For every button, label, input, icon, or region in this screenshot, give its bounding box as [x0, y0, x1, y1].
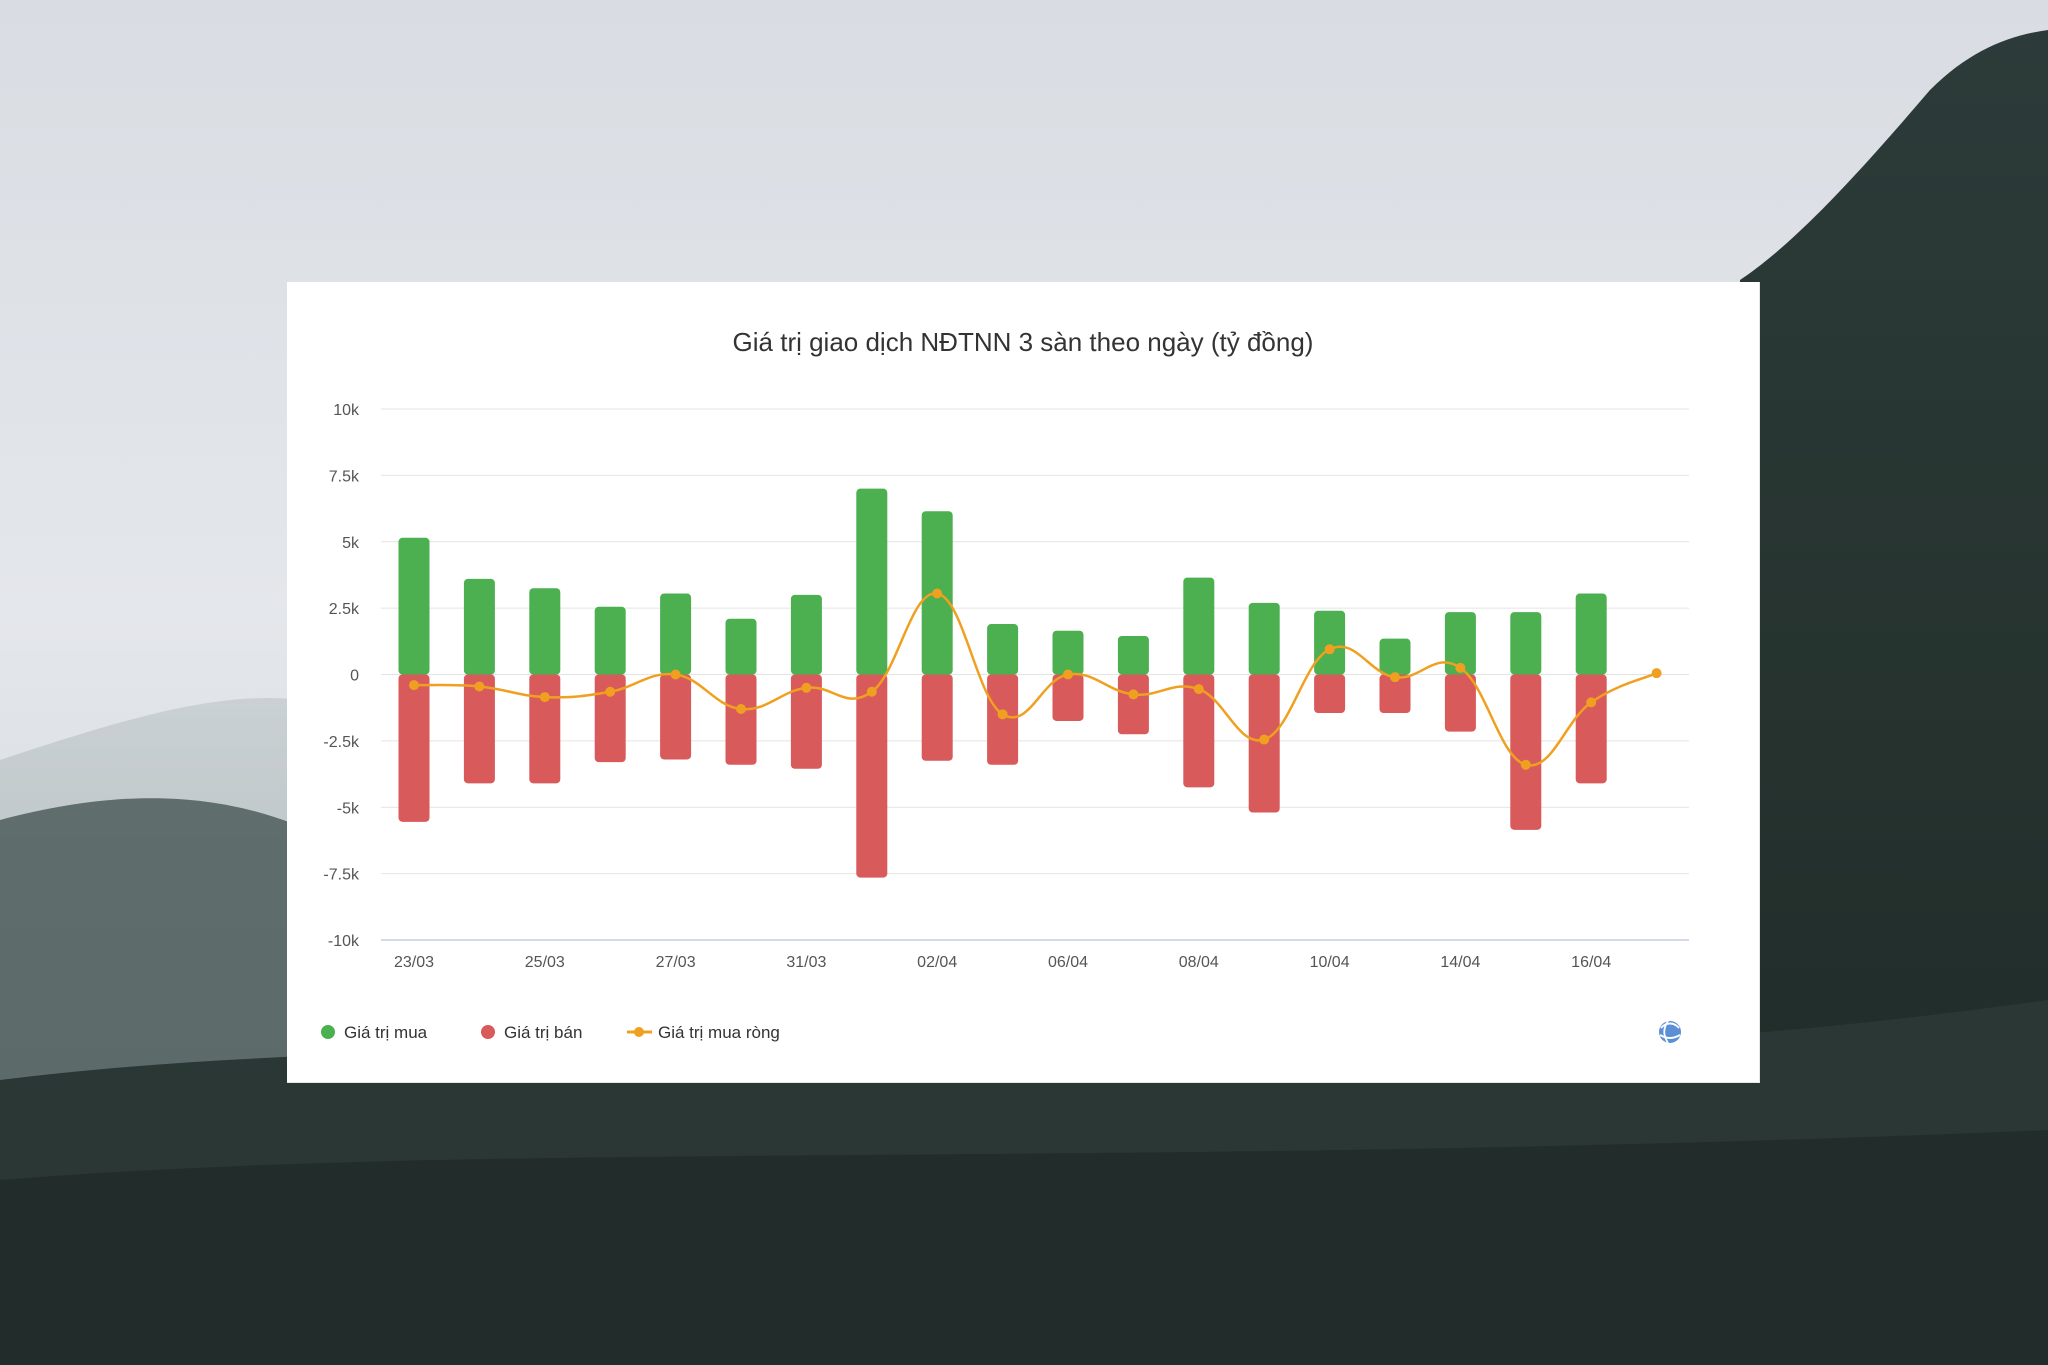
net-point — [1390, 672, 1400, 683]
bar-sell — [1575, 674, 1607, 784]
net-point — [539, 692, 550, 703]
net-point — [801, 682, 812, 693]
bar-buy — [594, 606, 626, 675]
legend-label-buy: Giá trị mua — [344, 1023, 428, 1042]
legend-marker-buy — [321, 1025, 335, 1039]
bar-buy — [398, 537, 430, 675]
legend-label-sell: Giá trị bán — [504, 1023, 582, 1042]
legend-marker-net-dot — [634, 1027, 644, 1037]
bar-sell — [987, 674, 1019, 765]
net-point — [474, 681, 485, 692]
bar-sell — [594, 674, 626, 763]
legend-marker-sell — [481, 1025, 495, 1039]
x-tick-label: 10/04 — [1310, 954, 1350, 971]
net-point — [1455, 662, 1466, 673]
bar-sell — [790, 674, 822, 769]
bar-buy — [1248, 602, 1280, 675]
y-tick-label: -2.5k — [323, 734, 360, 751]
bar-buy — [529, 588, 561, 675]
net-point — [932, 588, 943, 599]
bar-buy — [1314, 610, 1346, 675]
bar-sell — [1052, 674, 1084, 721]
net-point — [1324, 644, 1335, 655]
y-axis-ticks: 10k 7.5k 5k 2.5k 0 -2.5k -5k -7.5k -10k — [323, 402, 360, 950]
grid-lines — [381, 408, 1689, 941]
y-tick-label: 5k — [342, 535, 360, 552]
net-point — [866, 686, 877, 697]
bar-sell — [856, 674, 888, 878]
net-point — [670, 669, 681, 680]
y-tick-label: 10k — [333, 402, 360, 419]
x-tick-label: 16/04 — [1571, 954, 1611, 971]
chart-card: Giá trị giao dịch NĐTNN 3 sàn theo ngày … — [287, 282, 1760, 1083]
x-tick-label: 14/04 — [1440, 954, 1480, 971]
bar-buy — [856, 488, 888, 675]
bar-sell — [463, 674, 495, 784]
bar-buy — [1444, 612, 1476, 675]
bar-sell — [529, 674, 561, 784]
y-tick-label: 2.5k — [329, 601, 360, 618]
bar-buy — [1575, 593, 1607, 675]
bar-buy — [1510, 612, 1542, 675]
bar-buy — [1379, 638, 1411, 675]
net-point — [1259, 734, 1270, 745]
y-tick-label: 7.5k — [329, 468, 360, 485]
net-point — [1520, 759, 1531, 770]
y-tick-label: 0 — [350, 668, 359, 685]
net-point — [1128, 689, 1139, 700]
bar-sell — [1314, 674, 1346, 713]
bar-sell — [1444, 674, 1476, 732]
x-tick-label: 27/03 — [656, 954, 696, 971]
bar-buy — [1117, 636, 1149, 675]
x-tick-label: 25/03 — [525, 954, 565, 971]
bar-buy — [1183, 577, 1215, 675]
x-tick-label: 06/04 — [1048, 954, 1088, 971]
legend-label-net: Giá trị mua ròng — [658, 1023, 780, 1042]
bar-sell — [921, 674, 953, 761]
bar-buy — [660, 593, 692, 675]
net-point — [736, 704, 746, 715]
bar-sell — [1379, 674, 1411, 713]
x-axis-ticks: 23/03 25/03 27/03 31/03 02/04 06/04 08/04 10/04… — [394, 954, 1611, 971]
net-point — [1063, 669, 1073, 680]
bar-sell — [1117, 674, 1149, 735]
x-tick-label: 02/04 — [917, 954, 957, 971]
net-point — [1586, 697, 1597, 708]
bars — [398, 488, 1607, 878]
chart-title: Giá trị giao dịch NĐTNN 3 sàn theo ngày … — [733, 327, 1314, 357]
bar-buy — [463, 578, 495, 675]
x-tick-label: 23/03 — [394, 954, 434, 971]
bar-sell — [398, 674, 430, 822]
net-point — [409, 680, 419, 691]
net-point — [1651, 668, 1662, 679]
bar-sell — [1510, 674, 1542, 830]
globe-icon[interactable] — [1659, 1020, 1681, 1044]
bar-buy — [987, 624, 1019, 675]
net-point — [1193, 684, 1204, 695]
y-tick-label: -10k — [328, 933, 360, 950]
x-tick-label: 08/04 — [1179, 954, 1219, 971]
y-tick-label: -5k — [337, 800, 360, 817]
legend-item-net[interactable]: Giá trị mua ròng — [627, 1023, 780, 1042]
bar-sell — [725, 674, 757, 765]
chart: Giá trị giao dịch NĐTNN 3 sàn theo ngày … — [321, 327, 1689, 1044]
legend: Giá trị mua Giá trị bán Giá trị mua ròng — [321, 1023, 780, 1042]
x-tick-label: 31/03 — [786, 954, 826, 971]
bar-buy — [1052, 630, 1084, 675]
legend-item-buy[interactable]: Giá trị mua — [321, 1023, 428, 1042]
net-point — [997, 709, 1008, 720]
legend-item-sell[interactable]: Giá trị bán — [481, 1023, 582, 1042]
bar-buy — [725, 618, 757, 675]
bar-sell — [660, 674, 692, 760]
bar-buy — [790, 594, 822, 675]
bar-sell — [1183, 674, 1215, 788]
y-tick-label: -7.5k — [323, 867, 360, 884]
net-line — [409, 588, 1662, 770]
net-point — [605, 686, 616, 697]
